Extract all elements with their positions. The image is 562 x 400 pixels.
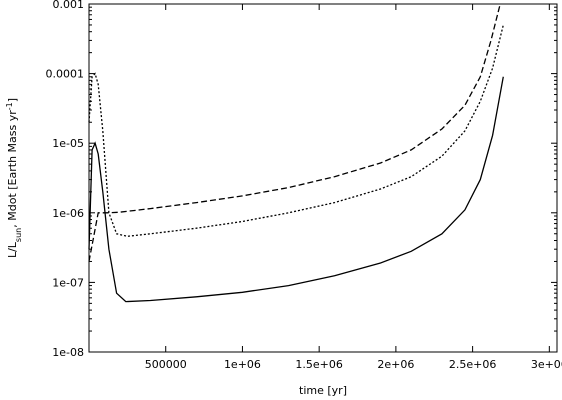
- y-tick-label: 1e-05: [52, 137, 84, 150]
- y-axis-label-suffix: ]: [6, 98, 19, 102]
- y-tick-label: 0.001: [53, 0, 85, 11]
- y-tick-label: 0.0001: [46, 68, 85, 81]
- y-axis-label-middle: , Mdot [Earth Mass yr: [6, 110, 19, 228]
- x-tick-label: 1e+06: [224, 358, 261, 371]
- y-tick-label: 1e-08: [52, 346, 84, 359]
- y-tick-label: 1e-06: [52, 207, 84, 220]
- series-line-dotted: [88, 24, 504, 237]
- y-tick-label: 1e-07: [52, 276, 84, 289]
- x-tick-label: 2.5e+06: [449, 358, 496, 371]
- x-tick-label: 2e+06: [377, 358, 414, 371]
- x-axis: 500000 1e+06 1.5e+06 2e+06 2.5e+06 3e+06: [145, 4, 562, 371]
- y-axis-label-superscript: -1: [5, 102, 14, 110]
- y-axis-label: L/Lsun, Mdot [Earth Mass yr-1]: [5, 98, 23, 258]
- series-line-dashed: [88, 3, 501, 262]
- x-tick-label: 3e+06: [531, 358, 562, 371]
- x-axis-label: time [yr]: [299, 384, 347, 397]
- x-tick-label: 500000: [145, 358, 187, 371]
- series-line-solid: [88, 76, 504, 303]
- y-axis-label-prefix: L/L: [6, 241, 19, 258]
- y-axis-label-subscript: sun: [14, 228, 23, 242]
- series-group: [88, 3, 504, 303]
- x-tick-label: 1.5e+06: [295, 358, 342, 371]
- plot-frame: [88, 3, 558, 353]
